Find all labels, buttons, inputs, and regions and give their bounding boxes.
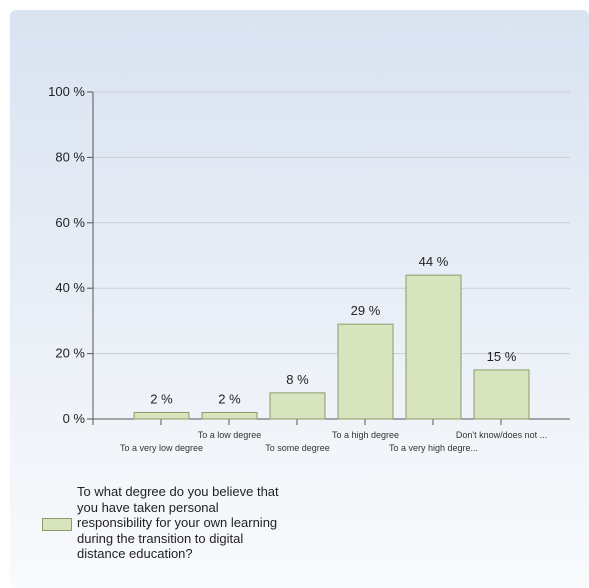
x-tick-label: To a very high degre... [389, 443, 478, 453]
bar [133, 411, 190, 420]
x-tick-label: To a high degree [332, 430, 399, 440]
y-tick-label: 20 % [55, 346, 85, 361]
x-tick-label: To a very low degree [120, 443, 203, 453]
data-label: 29 % [351, 303, 381, 318]
bar [269, 392, 326, 420]
legend-label: To what degree do you believe that you h… [77, 484, 279, 561]
y-tick-label: 40 % [55, 280, 85, 295]
data-label: 44 % [419, 254, 449, 269]
legend-swatch [42, 518, 72, 531]
x-tick-label: Don't know/does not ... [456, 430, 547, 440]
bar [405, 274, 462, 420]
data-label: 2 % [150, 391, 173, 406]
y-tick-label: 100 % [48, 84, 85, 99]
y-tick-label: 60 % [55, 215, 85, 230]
x-tick-label: To some degree [265, 443, 330, 453]
bar [201, 411, 258, 420]
data-label: 15 % [487, 349, 517, 364]
bar [473, 369, 530, 420]
y-tick-label: 0 % [63, 411, 86, 426]
data-label: 8 % [286, 372, 309, 387]
bar [337, 323, 394, 420]
y-tick-label: 80 % [55, 149, 85, 164]
x-tick-label: To a low degree [198, 430, 262, 440]
chart-panel [10, 10, 589, 588]
data-label: 2 % [218, 391, 241, 406]
